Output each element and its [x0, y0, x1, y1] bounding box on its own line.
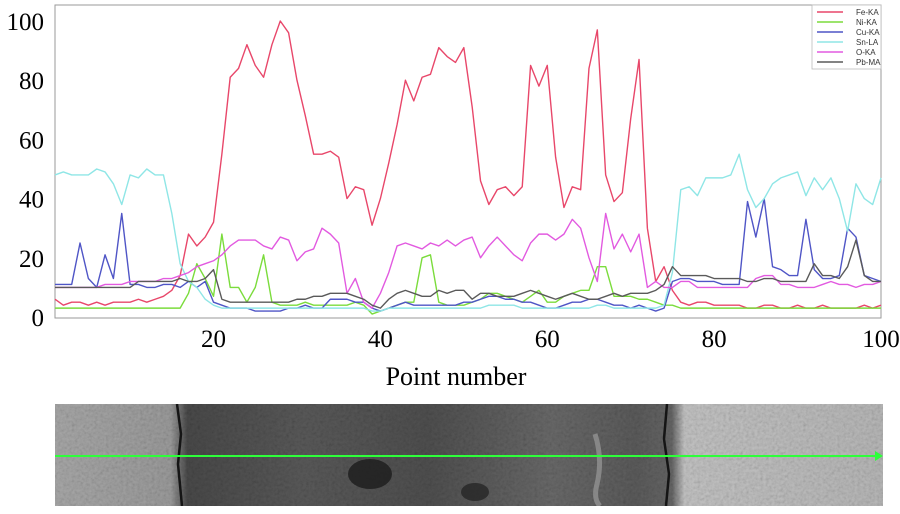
legend-label: Sn-LA — [856, 38, 879, 47]
y-axis-ticks: 0 20 40 60 80 100 — [7, 9, 45, 332]
legend-box — [811, 4, 882, 70]
dark-inclusion — [348, 459, 392, 489]
series-line-sn-la — [54, 153, 882, 312]
x-tick-label: 60 — [535, 326, 560, 353]
series-line-ni-ka — [55, 233, 881, 315]
y-tick-label: 20 — [19, 246, 44, 273]
dark-inclusion — [461, 483, 489, 501]
x-tick-label: 100 — [862, 326, 900, 353]
legend-label: Ni-KA — [856, 18, 878, 27]
left-interface-crack — [175, 404, 184, 506]
y-tick-label: 60 — [19, 127, 44, 154]
y-tick-label: 100 — [7, 9, 45, 36]
y-tick-label: 80 — [19, 68, 44, 95]
legend-label: Pb-MA — [856, 58, 881, 67]
x-axis-title: Point number — [386, 362, 527, 391]
bright-vein — [592, 433, 603, 506]
x-tick-label: 80 — [702, 326, 727, 353]
series-line-fe-ka — [54, 20, 882, 309]
plot-area — [54, 4, 882, 319]
x-tick-label: 40 — [368, 326, 393, 353]
x-axis-ticks: 20 40 60 80 100 — [201, 326, 900, 353]
line-scan-arrowhead — [875, 451, 883, 461]
line-chart: 20 40 60 80 100 0 20 40 60 80 100 Point number Fe… — [7, 4, 900, 391]
series-layer — [54, 20, 882, 315]
y-tick-label: 40 — [19, 187, 44, 214]
sem-micrograph-image — [55, 404, 883, 506]
series-line-o-ka — [55, 212, 882, 309]
series-line-pb-ma — [55, 239, 881, 309]
x-tick-label: 20 — [201, 326, 226, 353]
y-tick-label: 0 — [32, 305, 45, 332]
legend-label: Cu-KA — [856, 28, 880, 37]
legend-label: Fe-KA — [856, 8, 879, 17]
legend-label: O-KA — [856, 48, 876, 57]
